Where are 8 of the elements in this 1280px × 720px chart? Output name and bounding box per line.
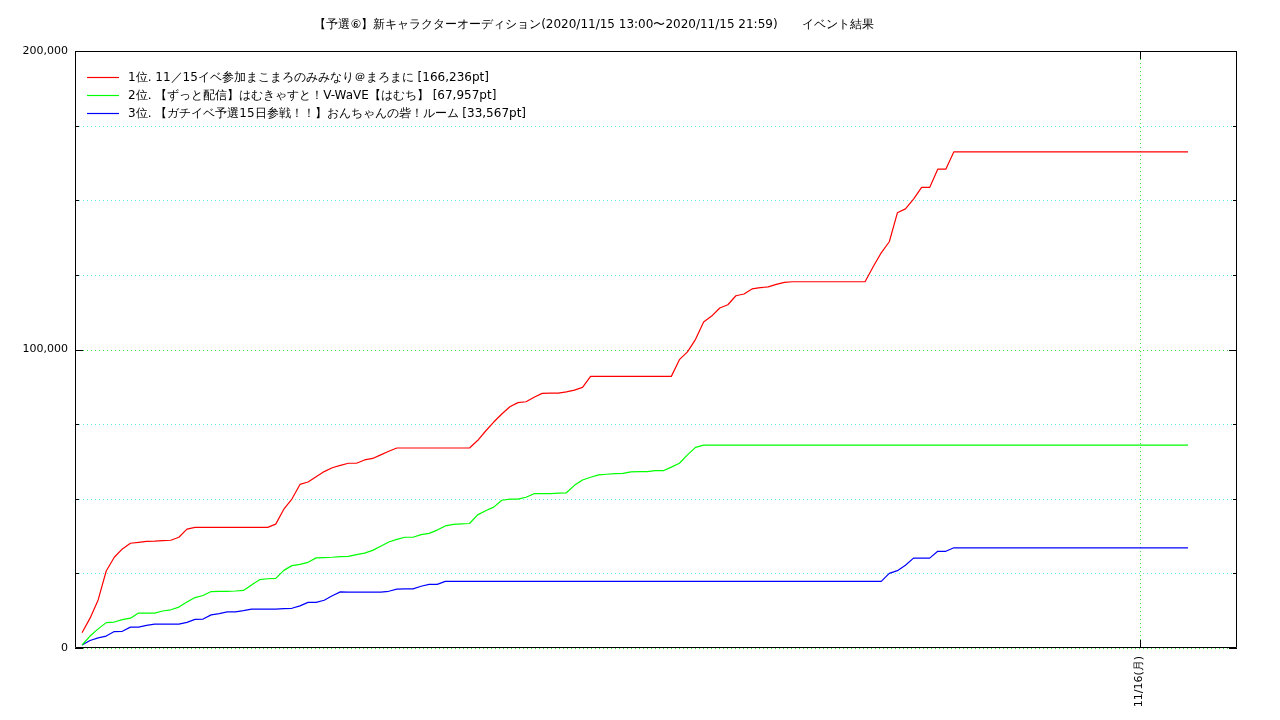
legend-label: 1位. 11／15イベ参加まこまろのみみなり＠まろまに [166,236pt] <box>128 69 489 84</box>
legend-label: 3位. 【ガチイベ予選15日参戦！！】おんちゃんの砦！ルーム [33,567pt] <box>128 105 527 120</box>
chart-title: 【予選⑥】新キャラクターオーディション(2020/11/15 13:00〜2020/11/15 21:59) イベント結果 <box>314 17 874 32</box>
y-tick-label: 200,000 <box>22 43 68 57</box>
y-tick-label: 100,000 <box>22 342 68 356</box>
legend-label: 2位. 【ずっと配信】はむきゃすと！V-WaVE【はむち】 [67,957pt] <box>128 87 497 102</box>
y-tick-label: 0 <box>61 640 68 654</box>
x-tick-label: 11/16(月) <box>1132 656 1146 708</box>
